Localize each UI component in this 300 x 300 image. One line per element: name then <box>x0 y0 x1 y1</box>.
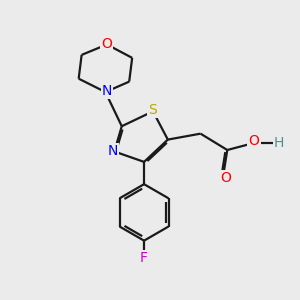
Text: H: H <box>274 136 284 150</box>
Text: O: O <box>101 38 112 52</box>
Text: S: S <box>148 103 157 117</box>
Text: N: N <box>108 145 118 158</box>
Text: N: N <box>102 84 112 98</box>
Text: O: O <box>220 171 231 185</box>
Text: F: F <box>140 251 148 266</box>
Text: O: O <box>249 134 260 148</box>
